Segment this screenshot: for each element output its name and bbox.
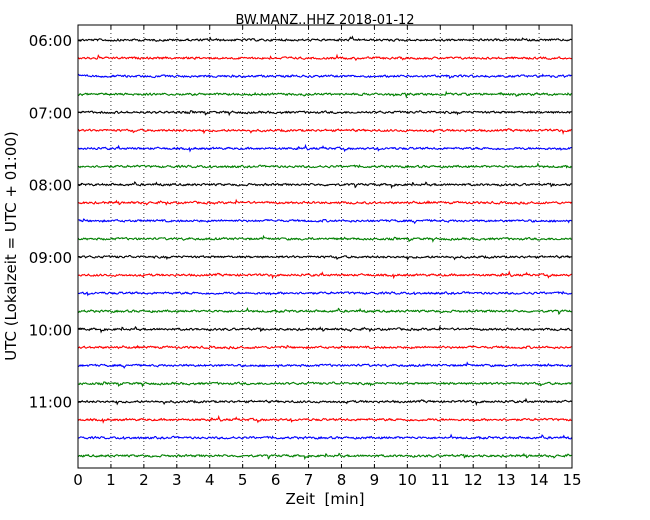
trace-1100 — [77, 397, 572, 407]
y-tick-label: 07:00 — [29, 104, 72, 122]
x-tick-label: 15 — [562, 471, 581, 489]
x-tick-label: 14 — [530, 471, 549, 489]
y-tick-label: 08:00 — [29, 177, 72, 195]
trace-1000 — [77, 325, 572, 334]
x-tick-label: 1 — [106, 471, 116, 489]
y-tick-label: 11:00 — [29, 394, 72, 412]
trace-1045 — [77, 381, 572, 388]
x-tick-label: 11 — [431, 471, 450, 489]
x-axis-ticks: 0 1 2 3 4 5 6 7 8 9 10 11 12 13 14 15 — [73, 25, 582, 489]
trace-0945 — [77, 306, 572, 315]
y-axis-label: UTC (Lokalzeit = UTC + 01:00) — [2, 131, 20, 361]
chart-title: BW.MANZ..HHZ 2018-01-12 — [235, 13, 414, 28]
x-tick-label: 4 — [205, 471, 215, 489]
y-axis-ticks: 06:00 07:00 08:00 09:00 10:00 11:00 — [29, 32, 82, 412]
trace-0800 — [77, 181, 572, 189]
x-tick-label: 9 — [370, 471, 380, 489]
trace-0630 — [77, 73, 572, 79]
trace-0645 — [77, 90, 572, 99]
x-axis-label: Zeit [min] — [285, 490, 364, 508]
trace-1145 — [77, 452, 572, 461]
x-tick-label: 6 — [271, 471, 281, 489]
x-tick-label: 5 — [238, 471, 248, 489]
trace-1115 — [77, 414, 572, 424]
x-tick-label: 10 — [398, 471, 417, 489]
trace-0715 — [77, 127, 572, 135]
x-tick-label: 0 — [73, 471, 83, 489]
y-tick-label: 09:00 — [29, 249, 72, 267]
seismic-traces — [77, 35, 572, 461]
plot-frame — [77, 24, 573, 469]
x-tick-label: 7 — [304, 471, 314, 489]
y-tick-label: 06:00 — [29, 32, 72, 50]
x-tick-label: 13 — [497, 471, 516, 489]
trace-0600 — [77, 35, 572, 42]
trace-0915 — [77, 270, 572, 280]
trace-1130 — [77, 433, 572, 440]
trace-0730 — [77, 143, 572, 153]
trace-0900 — [77, 254, 572, 261]
trace-0845 — [77, 234, 572, 243]
x-tick-label: 2 — [139, 471, 149, 489]
trace-0830 — [77, 218, 572, 225]
x-tick-label: 3 — [172, 471, 182, 489]
trace-0615 — [77, 53, 572, 62]
x-tick-label: 12 — [464, 471, 483, 489]
trace-1015 — [77, 344, 572, 350]
trace-0815 — [77, 198, 572, 206]
y-tick-label: 10:00 — [29, 321, 72, 339]
x-tick-label: 8 — [337, 471, 347, 489]
trace-0700 — [77, 110, 572, 117]
trace-1030 — [77, 361, 572, 369]
trace-0745 — [77, 162, 572, 169]
trace-0930 — [77, 290, 572, 297]
